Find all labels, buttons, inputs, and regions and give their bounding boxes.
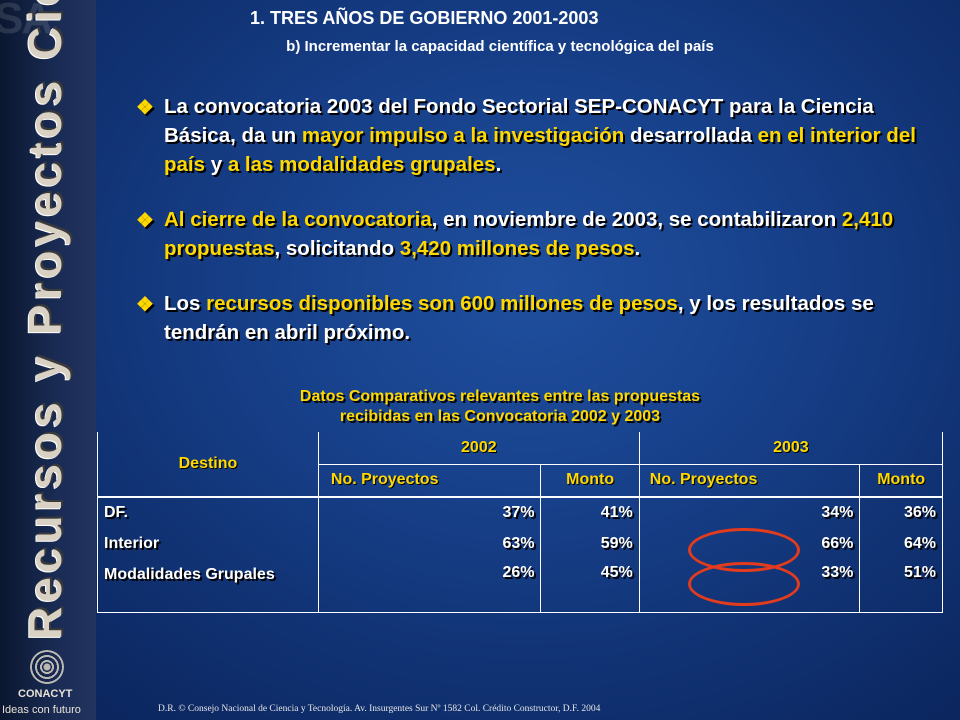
- cell-monto-2003: 64%: [859, 528, 943, 560]
- table-row: DF. 37% 41% 34% 36%: [97, 495, 943, 529]
- bullet-text-segment: , solicitando: [274, 237, 400, 260]
- cell-monto-2003: 36%: [859, 495, 943, 529]
- highlighted-text: en el interior del país: [164, 124, 916, 176]
- slide-subtitle: b) Incrementar la capacidad científica y…: [286, 38, 714, 55]
- bullet-item: ❖ Los recursos disponibles son 600 millo…: [136, 289, 936, 347]
- bullet-text-segment: y: [205, 153, 228, 176]
- row-label: DF.: [97, 495, 319, 529]
- highlighted-text: Al cierre de la convocatoria: [164, 208, 432, 231]
- caption-line: recibidas en las Convocatoria 2002 y 200…: [339, 408, 661, 425]
- cell-proyectos-2002: 63%: [317, 528, 542, 560]
- bullet-text-segment: , y los resultados se tendrán en abril p…: [164, 292, 874, 344]
- side-banner: SA Recursos y Proyectos Ciencia Básica C…: [0, 0, 96, 720]
- banner-watermark: SA: [0, 0, 53, 43]
- row-label: Interior: [97, 528, 319, 560]
- row-label: Modalidades Grupales: [97, 559, 319, 613]
- table-row: Modalidades Grupales 26% 45% 33% 51%: [97, 559, 943, 613]
- highlighted-text: 3,420 millones de pesos: [399, 237, 635, 260]
- bullet-text: Los recursos disponibles son 600 millone…: [164, 292, 874, 344]
- bullet-text-segment: .: [495, 153, 502, 176]
- highlighted-text: 2,410 propuestas: [164, 208, 894, 260]
- cell-proyectos-2002: 37%: [317, 495, 542, 529]
- cell-proyectos-2003: 34%: [638, 495, 861, 529]
- highlighted-text: recursos disponibles son 600 millones de…: [206, 292, 678, 315]
- bullet-text: Al cierre de la convocatoria, en noviemb…: [164, 208, 893, 260]
- bullet-text: La convocatoria 2003 del Fondo Sectorial…: [164, 95, 916, 176]
- cell-monto-2002: 41%: [540, 495, 640, 529]
- bullet-item: ❖ La convocatoria 2003 del Fondo Sectori…: [136, 92, 936, 179]
- highlighted-text: a las modalidades grupales: [227, 153, 496, 176]
- cell-proyectos-2002: 26%: [317, 559, 542, 613]
- header-destino: Destino: [97, 432, 319, 497]
- header-monto-2003: Monto: [859, 464, 943, 497]
- bullet-text-segment: , en noviembre de 2003, se contabilizaro…: [431, 208, 842, 231]
- logo-tagline: Ideas con futuro: [2, 704, 81, 716]
- bullet-item: ❖ Al cierre de la convocatoria, en novie…: [136, 205, 936, 263]
- diamond-bullet-icon: ❖: [136, 210, 154, 232]
- header-year-2002: 2002: [317, 432, 640, 465]
- table-caption: Datos Comparativos relevantes entre las …: [190, 387, 810, 427]
- logo-name: CONACYT: [18, 688, 73, 700]
- highlighted-text: mayor impulso a la investigación: [301, 124, 625, 147]
- highlight-ring-grupales-2003: [688, 562, 800, 606]
- header-proyectos-2002: No. Proyectos: [317, 464, 542, 497]
- header-monto-2002: Monto: [540, 464, 640, 497]
- cell-monto-2002: 59%: [540, 528, 640, 560]
- header-proyectos-2003: No. Proyectos: [638, 464, 861, 497]
- caption-line: Datos Comparativos relevantes entre las …: [299, 388, 701, 405]
- bullet-text-segment: .: [634, 237, 641, 260]
- bullet-text-segment: Los: [164, 292, 207, 315]
- header-year-2003: 2003: [638, 432, 944, 465]
- cell-monto-2003: 51%: [859, 559, 943, 613]
- footer-copyright: D.R. © Consejo Nacional de Ciencia y Tec…: [158, 704, 601, 714]
- conacyt-logo-icon: [30, 650, 64, 684]
- diamond-bullet-icon: ❖: [136, 294, 154, 316]
- bullet-text-segment: desarrollada: [624, 124, 758, 147]
- cell-monto-2002: 45%: [540, 559, 640, 613]
- diamond-bullet-icon: ❖: [136, 97, 154, 119]
- table-row: Interior 63% 59% 66% 64%: [97, 528, 943, 560]
- comparison-table: Destino 2002 2003 No. Proyectos Monto No…: [97, 432, 944, 613]
- slide-title: 1. TRES AÑOS DE GOBIERNO 2001-2003: [250, 8, 599, 28]
- bullet-text-segment: La convocatoria 2003 del Fondo Sectorial…: [164, 95, 874, 147]
- bullet-list: ❖ La convocatoria 2003 del Fondo Sectori…: [136, 92, 936, 373]
- banner-vertical-title: Recursos y Proyectos Ciencia Básica: [19, 0, 71, 640]
